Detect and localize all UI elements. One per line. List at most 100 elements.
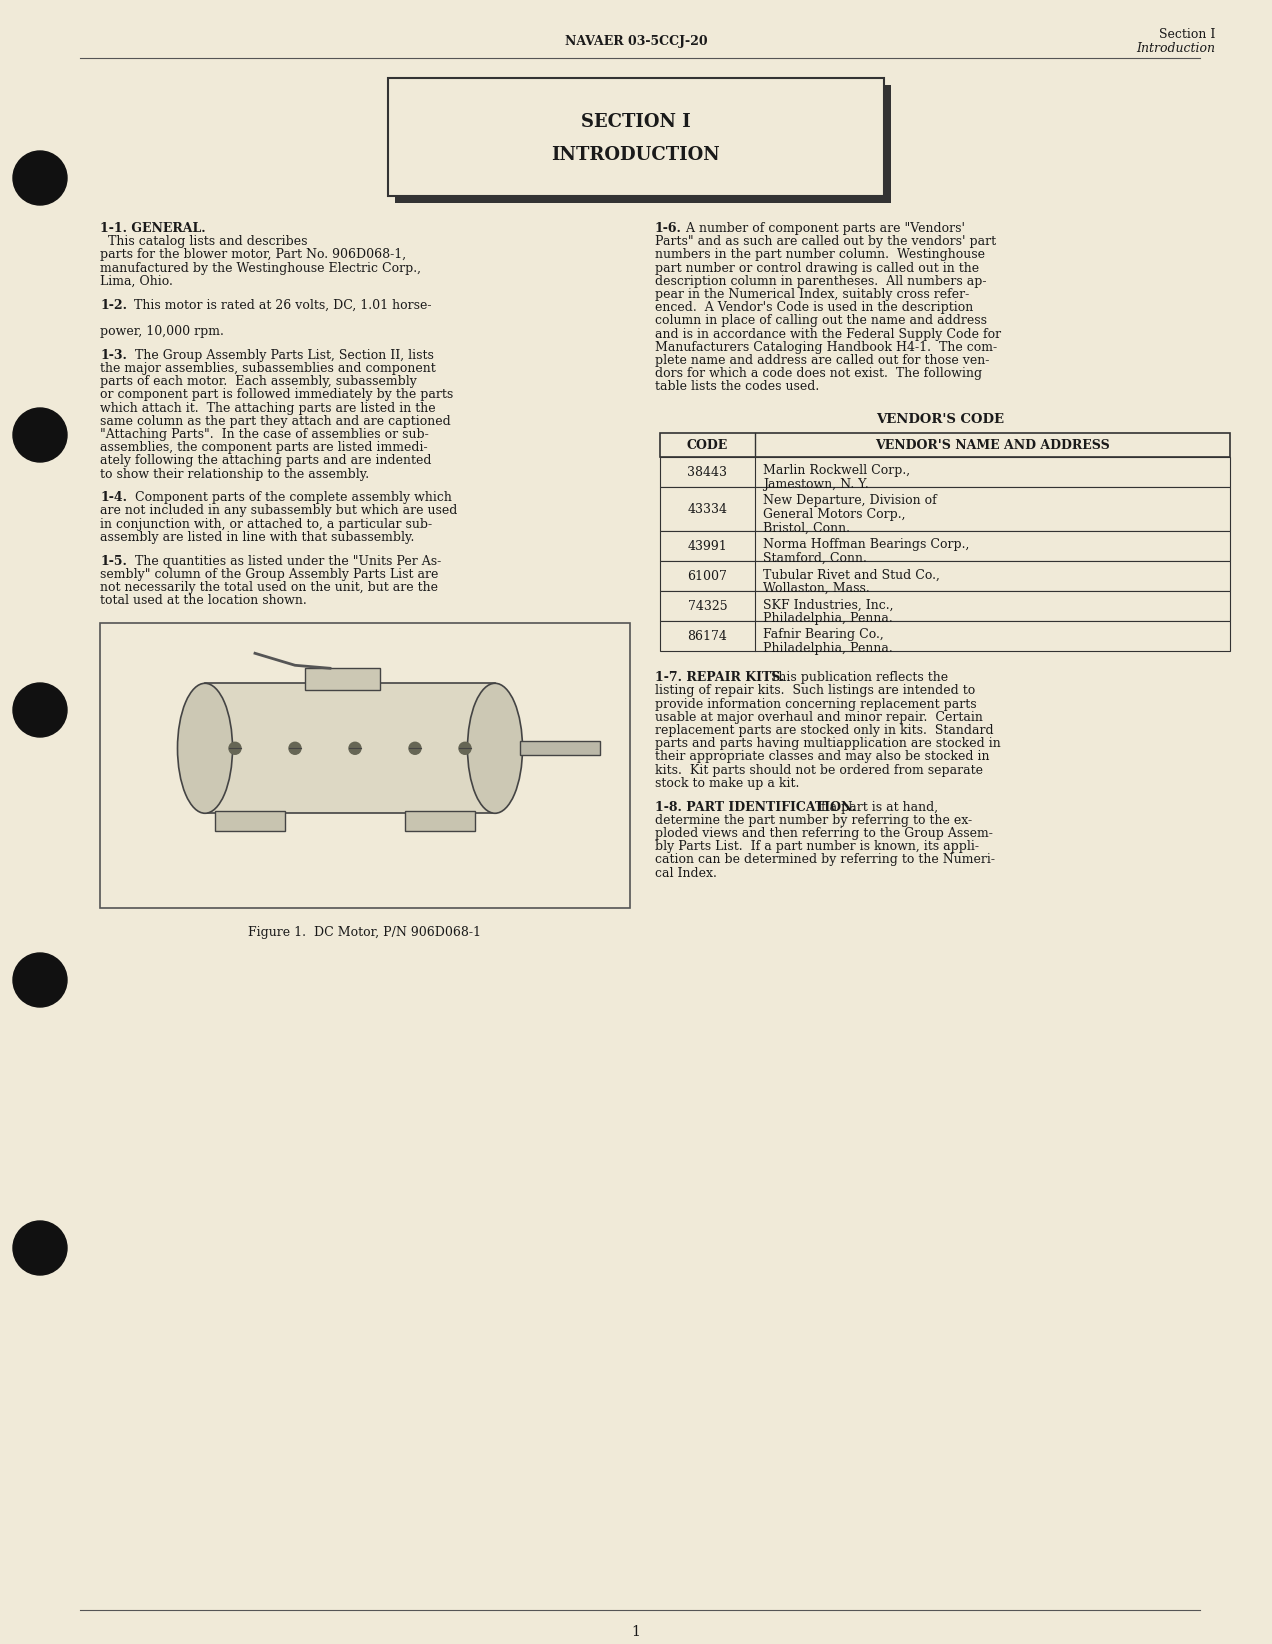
Text: VENDOR'S CODE: VENDOR'S CODE — [876, 413, 1004, 426]
Text: Fafnir Bearing Co.,: Fafnir Bearing Co., — [763, 628, 884, 641]
Text: Philadelphia, Penna.: Philadelphia, Penna. — [763, 641, 893, 654]
Circle shape — [13, 151, 67, 206]
Circle shape — [349, 743, 361, 755]
Circle shape — [13, 1221, 67, 1276]
Text: description column in parentheses.  All numbers ap-: description column in parentheses. All n… — [655, 275, 987, 288]
Text: same column as the part they attach and are captioned: same column as the part they attach and … — [100, 414, 450, 427]
Text: power, 10,000 rpm.: power, 10,000 rpm. — [100, 326, 224, 339]
Text: not necessarily the total used on the unit, but are the: not necessarily the total used on the un… — [100, 580, 438, 593]
Bar — [660, 592, 1230, 621]
Bar — [305, 667, 380, 690]
Text: ploded views and then referring to the Group Assem-: ploded views and then referring to the G… — [655, 827, 993, 840]
Text: 43334: 43334 — [687, 503, 728, 516]
Text: This publication reflects the: This publication reflects the — [762, 671, 948, 684]
Text: Wollaston, Mass.: Wollaston, Mass. — [763, 582, 870, 595]
Bar — [396, 85, 890, 202]
Ellipse shape — [178, 684, 233, 814]
Text: 43991: 43991 — [688, 539, 728, 552]
Text: Stamford, Conn.: Stamford, Conn. — [763, 552, 868, 566]
Text: in conjunction with, or attached to, a particular sub-: in conjunction with, or attached to, a p… — [100, 518, 432, 531]
Text: 1-6.: 1-6. — [655, 222, 682, 235]
Text: listing of repair kits.  Such listings are intended to: listing of repair kits. Such listings ar… — [655, 684, 976, 697]
Text: numbers in the part number column.  Westinghouse: numbers in the part number column. Westi… — [655, 248, 985, 261]
Text: CODE: CODE — [687, 439, 728, 452]
Bar — [660, 561, 1230, 592]
Text: Component parts of the complete assembly which: Component parts of the complete assembly… — [127, 492, 452, 505]
Text: Manufacturers Cataloging Handbook H4-1.  The com-: Manufacturers Cataloging Handbook H4-1. … — [655, 340, 997, 353]
Text: enced.  A Vendor's Code is used in the description: enced. A Vendor's Code is used in the de… — [655, 301, 973, 314]
Text: replacement parts are stocked only in kits.  Standard: replacement parts are stocked only in ki… — [655, 723, 993, 737]
Text: SECTION I: SECTION I — [581, 113, 691, 132]
Circle shape — [13, 408, 67, 462]
Text: General Motors Corp.,: General Motors Corp., — [763, 508, 906, 521]
Text: 1-7. REPAIR KITS.: 1-7. REPAIR KITS. — [655, 671, 785, 684]
Text: This motor is rated at 26 volts, DC, 1.01 horse-: This motor is rated at 26 volts, DC, 1.0… — [126, 299, 431, 312]
Text: Section I: Section I — [1159, 28, 1215, 41]
Bar — [660, 531, 1230, 561]
Bar — [100, 623, 630, 907]
Text: 86174: 86174 — [688, 630, 728, 643]
Text: SKF Industries, Inc.,: SKF Industries, Inc., — [763, 598, 893, 612]
Text: are not included in any subassembly but which are used: are not included in any subassembly but … — [100, 505, 458, 518]
Text: pear in the Numerical Index, suitably cross refer-: pear in the Numerical Index, suitably cr… — [655, 288, 969, 301]
Text: Tubular Rivet and Stud Co.,: Tubular Rivet and Stud Co., — [763, 569, 940, 582]
Text: parts for the blower motor, Part No. 906D068-1,: parts for the blower motor, Part No. 906… — [100, 248, 406, 261]
Circle shape — [13, 954, 67, 1008]
Text: stock to make up a kit.: stock to make up a kit. — [655, 778, 799, 789]
Text: 74325: 74325 — [688, 600, 728, 613]
Text: This catalog lists and describes: This catalog lists and describes — [100, 235, 308, 248]
Text: parts and parts having multiapplication are stocked in: parts and parts having multiapplication … — [655, 737, 1001, 750]
Text: the major assemblies, subassemblies and component: the major assemblies, subassemblies and … — [100, 362, 436, 375]
Text: table lists the codes used.: table lists the codes used. — [655, 380, 819, 393]
Text: Philadelphia, Penna.: Philadelphia, Penna. — [763, 612, 893, 625]
Text: Marlin Rockwell Corp.,: Marlin Rockwell Corp., — [763, 464, 911, 477]
Text: cation can be determined by referring to the Numeri-: cation can be determined by referring to… — [655, 853, 995, 866]
Text: sembly" column of the Group Assembly Parts List are: sembly" column of the Group Assembly Par… — [100, 567, 439, 580]
Circle shape — [459, 743, 471, 755]
Text: 1-3.: 1-3. — [100, 349, 127, 362]
Bar — [215, 810, 285, 832]
Text: ately following the attaching parts and are indented: ately following the attaching parts and … — [100, 454, 431, 467]
Text: manufactured by the Westinghouse Electric Corp.,: manufactured by the Westinghouse Electri… — [100, 261, 421, 275]
Text: Norma Hoffman Bearings Corp.,: Norma Hoffman Bearings Corp., — [763, 538, 969, 551]
Text: Jamestown, N. Y.: Jamestown, N. Y. — [763, 478, 869, 492]
Text: usable at major overhaul and minor repair.  Certain: usable at major overhaul and minor repai… — [655, 710, 983, 723]
Circle shape — [410, 743, 421, 755]
Text: Parts" and as such are called out by the vendors' part: Parts" and as such are called out by the… — [655, 235, 996, 248]
Ellipse shape — [468, 684, 523, 814]
Circle shape — [13, 682, 67, 737]
Text: to show their relationship to the assembly.: to show their relationship to the assemb… — [100, 467, 369, 480]
Text: VENDOR'S NAME AND ADDRESS: VENDOR'S NAME AND ADDRESS — [875, 439, 1110, 452]
Text: determine the part number by referring to the ex-: determine the part number by referring t… — [655, 814, 972, 827]
Text: 61007: 61007 — [688, 570, 728, 584]
Text: assembly are listed in line with that subassembly.: assembly are listed in line with that su… — [100, 531, 415, 544]
Text: If a part is at hand,: If a part is at hand, — [808, 801, 939, 814]
Text: cal Index.: cal Index. — [655, 866, 717, 880]
Text: 1: 1 — [632, 1624, 640, 1639]
Text: "Attaching Parts".  In the case of assemblies or sub-: "Attaching Parts". In the case of assemb… — [100, 427, 429, 441]
Text: NAVAER 03-5CCJ-20: NAVAER 03-5CCJ-20 — [565, 35, 707, 48]
Text: column in place of calling out the name and address: column in place of calling out the name … — [655, 314, 987, 327]
Bar — [205, 684, 495, 814]
Text: or component part is followed immediately by the parts: or component part is followed immediatel… — [100, 388, 453, 401]
Text: INTRODUCTION: INTRODUCTION — [552, 146, 720, 164]
Text: total used at the location shown.: total used at the location shown. — [100, 593, 307, 607]
Text: and is in accordance with the Federal Supply Code for: and is in accordance with the Federal Su… — [655, 327, 1001, 340]
Text: The quantities as listed under the "Units Per As-: The quantities as listed under the "Unit… — [127, 554, 441, 567]
Circle shape — [229, 743, 240, 755]
Text: their appropriate classes and may also be stocked in: their appropriate classes and may also b… — [655, 750, 990, 763]
Text: 1-5.: 1-5. — [100, 554, 127, 567]
Text: plete name and address are called out for those ven-: plete name and address are called out fo… — [655, 353, 990, 367]
Text: A number of component parts are "Vendors': A number of component parts are "Vendors… — [682, 222, 965, 235]
Circle shape — [289, 743, 301, 755]
Text: assemblies, the component parts are listed immedi-: assemblies, the component parts are list… — [100, 441, 427, 454]
Text: bly Parts List.  If a part number is known, its appli-: bly Parts List. If a part number is know… — [655, 840, 979, 853]
Bar — [520, 741, 600, 755]
Text: The Group Assembly Parts List, Section II, lists: The Group Assembly Parts List, Section I… — [127, 349, 434, 362]
Text: Introduction: Introduction — [1136, 43, 1215, 54]
Bar — [660, 487, 1230, 531]
Text: provide information concerning replacement parts: provide information concerning replaceme… — [655, 697, 977, 710]
Text: kits.  Kit parts should not be ordered from separate: kits. Kit parts should not be ordered fr… — [655, 763, 983, 776]
Text: Lima, Ohio.: Lima, Ohio. — [100, 275, 173, 288]
Bar — [660, 434, 1230, 457]
